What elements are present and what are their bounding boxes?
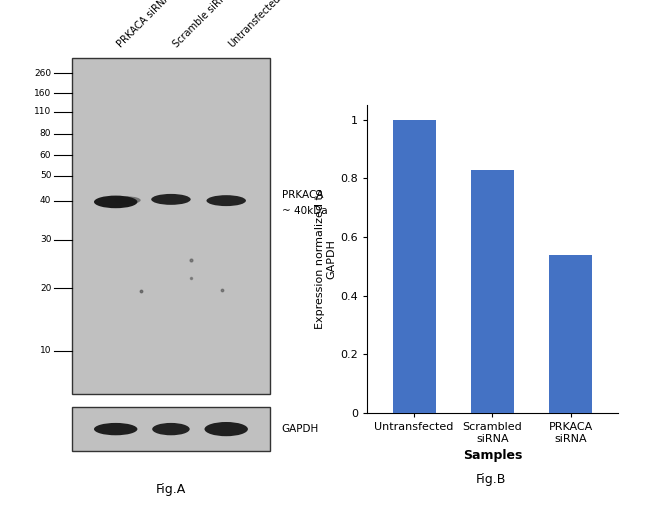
Text: Fig.B: Fig.B: [476, 473, 506, 486]
Text: Untransfected: Untransfected: [226, 0, 282, 49]
Text: PRKACA siRNA: PRKACA siRNA: [116, 0, 173, 49]
X-axis label: Samples: Samples: [463, 449, 522, 462]
Text: ~ 40kDa: ~ 40kDa: [281, 206, 327, 216]
Text: Scramble siRNA: Scramble siRNA: [171, 0, 233, 49]
Bar: [549, 254, 592, 413]
Bar: [471, 170, 514, 413]
Text: 260: 260: [34, 69, 51, 77]
Ellipse shape: [151, 194, 190, 205]
Text: 110: 110: [34, 107, 51, 116]
Ellipse shape: [114, 196, 140, 204]
Text: 80: 80: [40, 129, 51, 138]
Text: 160: 160: [34, 89, 51, 97]
Text: 30: 30: [40, 235, 51, 244]
Ellipse shape: [152, 423, 190, 436]
Text: GAPDH: GAPDH: [281, 424, 319, 434]
FancyBboxPatch shape: [72, 58, 270, 394]
Ellipse shape: [94, 423, 137, 436]
Text: 20: 20: [40, 284, 51, 293]
Ellipse shape: [207, 195, 246, 206]
FancyBboxPatch shape: [72, 407, 270, 451]
Text: 50: 50: [40, 171, 51, 180]
Y-axis label: Expression normalized to
GAPDH: Expression normalized to GAPDH: [315, 189, 336, 329]
Text: PRKACA: PRKACA: [281, 190, 323, 200]
Text: 10: 10: [40, 346, 51, 355]
Bar: [393, 120, 436, 413]
Ellipse shape: [205, 422, 248, 436]
Text: Fig.A: Fig.A: [156, 483, 186, 496]
Text: 40: 40: [40, 196, 51, 205]
Text: 60: 60: [40, 151, 51, 160]
Ellipse shape: [94, 195, 137, 208]
